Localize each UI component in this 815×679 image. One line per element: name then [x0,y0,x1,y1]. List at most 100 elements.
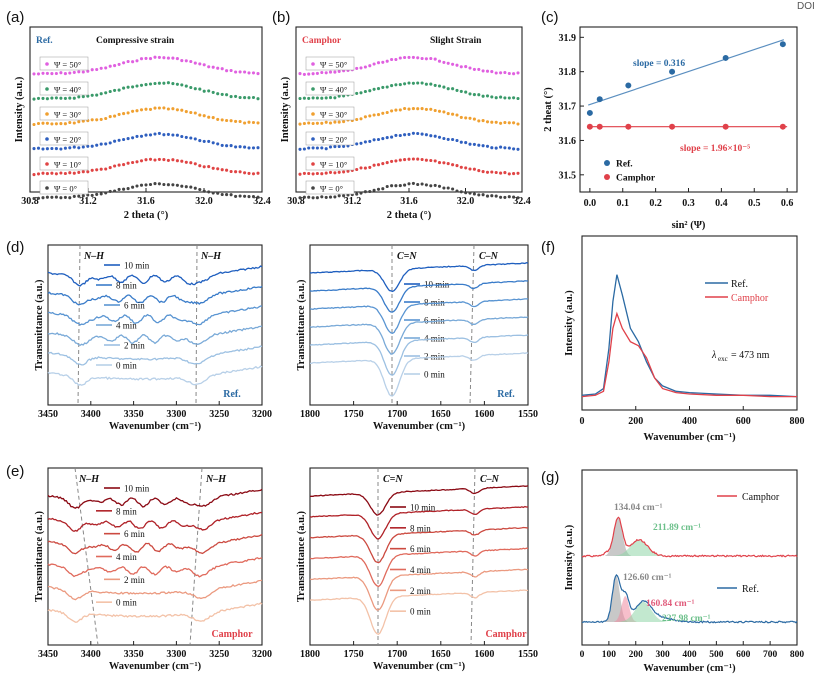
xrd-point [207,89,211,93]
ref-point [722,54,729,61]
x-tick-label: 32.4 [513,196,531,207]
y-tick-label: 31.5 [559,170,577,181]
time-label: 0 min [424,370,445,380]
xrd-point [337,144,341,149]
xrd-point [193,162,197,166]
ref-fit-peak [613,596,637,622]
xrd-point [337,170,341,174]
sample-label: Ref. [36,36,53,46]
x-tick-label: 3450 [38,649,58,660]
xrd-point [359,117,363,121]
xrd-point [451,187,455,191]
xrd-point [494,146,498,150]
xrd-point [355,192,359,196]
cn-label: C=N [383,474,403,485]
xrd-point [359,191,363,195]
cn-guide-line [470,467,476,646]
xrd-point [184,185,188,189]
xrd-point [135,84,139,88]
xrd-point [211,141,215,145]
xrd-point [189,185,193,189]
time-label: 8 min [424,298,445,308]
xrd-point [99,92,103,96]
xrd-point [490,120,494,124]
xrd-point [333,171,337,175]
xrd-point [429,134,433,138]
xrd-point [54,122,58,126]
xrd-point [342,170,346,174]
psi-label: Ψ = 20° [54,135,81,145]
xrd-point [298,172,302,176]
xrd-point [131,160,135,165]
xrd-point [211,90,215,94]
xrd-point [302,147,306,151]
xrd-point [499,171,503,175]
xrd-point [72,96,76,100]
xrd-point [442,136,446,141]
xrd-point [211,116,215,120]
ftir-nh-spectrum [47,365,263,387]
xrd-point [459,89,463,93]
x-tick-label: 3200 [252,409,272,420]
xrd-point [455,113,459,117]
xrd-point [398,83,402,87]
xrd-point [437,161,442,165]
xrd-point [459,190,463,194]
xrd-point [95,118,99,122]
xrd-point [507,146,511,150]
xrd-point [131,60,135,64]
xrd-point [503,120,507,125]
xrd-point [416,107,420,111]
xrd-point [108,189,112,193]
xrd-point [247,120,251,124]
xrd-point [394,83,398,87]
xrd-point [315,196,319,200]
xrd-point [477,93,481,97]
xrd-point [368,64,372,68]
xrd-point [512,72,516,76]
xrd-point [315,121,319,125]
x-tick-label: 3400 [81,649,101,660]
xrd-point [494,170,498,175]
xrd-point [211,191,215,195]
ref-slope-label: slope = 0.316 [633,59,685,69]
psi-label: Ψ = 50° [320,60,347,70]
xrd-point [113,189,117,193]
xrd-point [54,96,58,100]
xrd-point [485,170,490,174]
xrd-point [122,112,126,116]
xrd-point [162,182,166,187]
xrd-point [459,165,463,169]
time-label: 8 min [410,523,431,533]
time-label: 8 min [116,506,137,516]
xrd-point [298,196,302,200]
legend-marker [604,160,610,166]
xrd-point [166,132,170,136]
xrd-point [433,183,437,187]
xrd-point [131,185,135,189]
xrd-point [99,192,103,196]
xrd-point [86,144,90,148]
xrd-point [220,143,224,147]
xrd-point [216,66,220,70]
xrd-point [77,70,81,74]
xrd-point [243,96,247,100]
xrd-point [50,195,54,199]
xrd-point [193,137,197,141]
xrd-point [175,82,179,86]
xrd-point [32,122,36,127]
xrd-point [216,142,220,146]
xrd-point [485,120,490,124]
xrd-point [363,115,367,119]
xrd-point [424,82,428,86]
x-tick-label: 400 [682,416,697,427]
xrd-point [485,194,490,198]
y-axis-label: 2 theat (°) [543,87,554,132]
xrd-point [503,70,507,75]
xrd-point [117,138,121,142]
xrd-point [90,118,94,122]
xrd-point [122,187,126,191]
x-tick-label: 600 [736,650,751,660]
xrd-point [72,171,76,175]
